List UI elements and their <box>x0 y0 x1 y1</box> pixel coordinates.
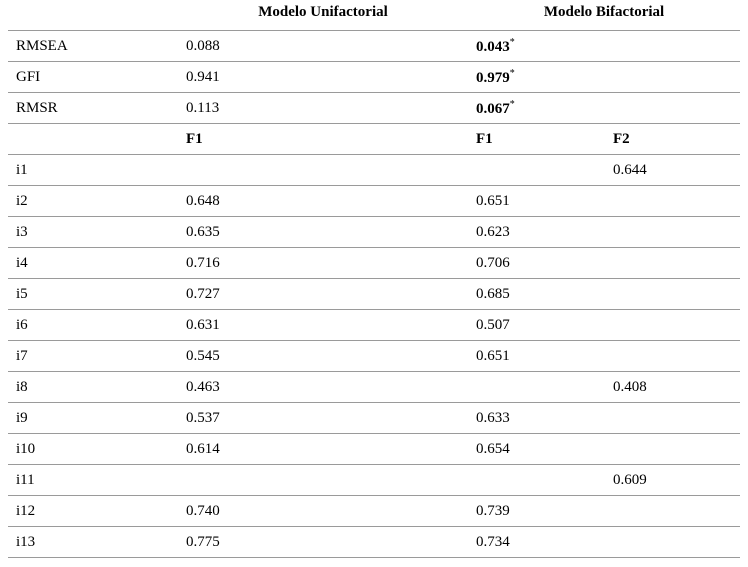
item-row: i9 0.537 0.633 <box>8 402 741 434</box>
loading: 0.651 <box>468 340 605 372</box>
item-row: i13 0.775 0.734 <box>8 526 741 558</box>
loading <box>605 216 741 248</box>
cell: 0.941 <box>178 61 468 93</box>
loading <box>468 154 605 186</box>
cell: 0.088 <box>178 30 468 62</box>
loading <box>605 340 741 372</box>
header-row: Modelo Unifactorial Modelo Bifactorial <box>8 0 741 31</box>
significance-mark: * <box>509 98 515 110</box>
loading: 0.545 <box>178 340 468 372</box>
fit-row: RMSEA 0.088 0.043* <box>8 30 741 62</box>
loading: 0.654 <box>468 433 605 465</box>
loading: 0.609 <box>605 464 741 496</box>
loading: 0.614 <box>178 433 468 465</box>
row-label: i9 <box>8 402 178 434</box>
item-row: i3 0.635 0.623 <box>8 216 741 248</box>
loading: 0.651 <box>468 185 605 217</box>
significance-mark: * <box>509 67 515 79</box>
loading <box>178 154 468 186</box>
significance-mark: * <box>509 36 515 48</box>
loading: 0.633 <box>468 402 605 434</box>
loading <box>178 464 468 496</box>
loading: 0.408 <box>605 371 741 403</box>
factor-header: F1 <box>178 123 468 155</box>
cell: 0.043* <box>468 30 605 62</box>
loading <box>468 464 605 496</box>
row-label: i12 <box>8 495 178 527</box>
row-label: RMSR <box>8 92 178 124</box>
loading: 0.507 <box>468 309 605 341</box>
item-row: i10 0.614 0.654 <box>8 433 741 465</box>
factor-header: F2 <box>605 123 741 155</box>
loading: 0.463 <box>178 371 468 403</box>
row-label: i13 <box>8 526 178 558</box>
cell <box>8 123 178 155</box>
row-label: RMSEA <box>8 30 178 62</box>
loading <box>605 526 741 558</box>
fit-row: RMSR 0.113 0.067* <box>8 92 741 124</box>
header-cell: Modelo Bifactorial <box>468 0 741 31</box>
loading: 0.537 <box>178 402 468 434</box>
table-body: Modelo Unifactorial Modelo Bifactorial R… <box>8 0 741 558</box>
cell: 0.067* <box>468 92 605 124</box>
loading <box>605 309 741 341</box>
row-label: i10 <box>8 433 178 465</box>
row-label: i3 <box>8 216 178 248</box>
row-label: i11 <box>8 464 178 496</box>
item-row: i11 0.609 <box>8 464 741 496</box>
row-label: GFI <box>8 61 178 93</box>
cell <box>605 61 741 93</box>
loading <box>605 278 741 310</box>
item-row: i6 0.631 0.507 <box>8 309 741 341</box>
factor-header: F1 <box>468 123 605 155</box>
header-cell <box>8 0 178 31</box>
loading: 0.635 <box>178 216 468 248</box>
loading <box>468 371 605 403</box>
value: 0.067 <box>476 100 510 117</box>
item-row: i1 0.644 <box>8 154 741 186</box>
row-label: i8 <box>8 371 178 403</box>
loading: 0.716 <box>178 247 468 279</box>
item-row: i7 0.545 0.651 <box>8 340 741 372</box>
cell <box>605 92 741 124</box>
loading: 0.685 <box>468 278 605 310</box>
loading: 0.775 <box>178 526 468 558</box>
loading <box>605 247 741 279</box>
loading <box>605 185 741 217</box>
item-row: i4 0.716 0.706 <box>8 247 741 279</box>
cell: 0.113 <box>178 92 468 124</box>
loading: 0.734 <box>468 526 605 558</box>
item-row: i2 0.648 0.651 <box>8 185 741 217</box>
loading <box>605 402 741 434</box>
cell: 0.979* <box>468 61 605 93</box>
row-label: i5 <box>8 278 178 310</box>
row-label: i4 <box>8 247 178 279</box>
loading <box>605 495 741 527</box>
loading: 0.740 <box>178 495 468 527</box>
row-label: i1 <box>8 154 178 186</box>
loading: 0.706 <box>468 247 605 279</box>
loading: 0.623 <box>468 216 605 248</box>
loading: 0.644 <box>605 154 741 186</box>
item-row: i12 0.740 0.739 <box>8 495 741 527</box>
loading: 0.648 <box>178 185 468 217</box>
results-table: Modelo Unifactorial Modelo Bifactorial R… <box>8 0 741 558</box>
value: 0.043 <box>476 38 510 55</box>
row-label: i2 <box>8 185 178 217</box>
value: 0.979 <box>476 69 510 86</box>
item-row: i5 0.727 0.685 <box>8 278 741 310</box>
header-cell: Modelo Unifactorial <box>178 0 468 31</box>
cell <box>605 30 741 62</box>
loading: 0.727 <box>178 278 468 310</box>
fit-row: GFI 0.941 0.979* <box>8 61 741 93</box>
item-row: i8 0.463 0.408 <box>8 371 741 403</box>
loading: 0.739 <box>468 495 605 527</box>
factor-header-row: F1 F1 F2 <box>8 123 741 155</box>
loading <box>605 433 741 465</box>
row-label: i6 <box>8 309 178 341</box>
loading: 0.631 <box>178 309 468 341</box>
row-label: i7 <box>8 340 178 372</box>
